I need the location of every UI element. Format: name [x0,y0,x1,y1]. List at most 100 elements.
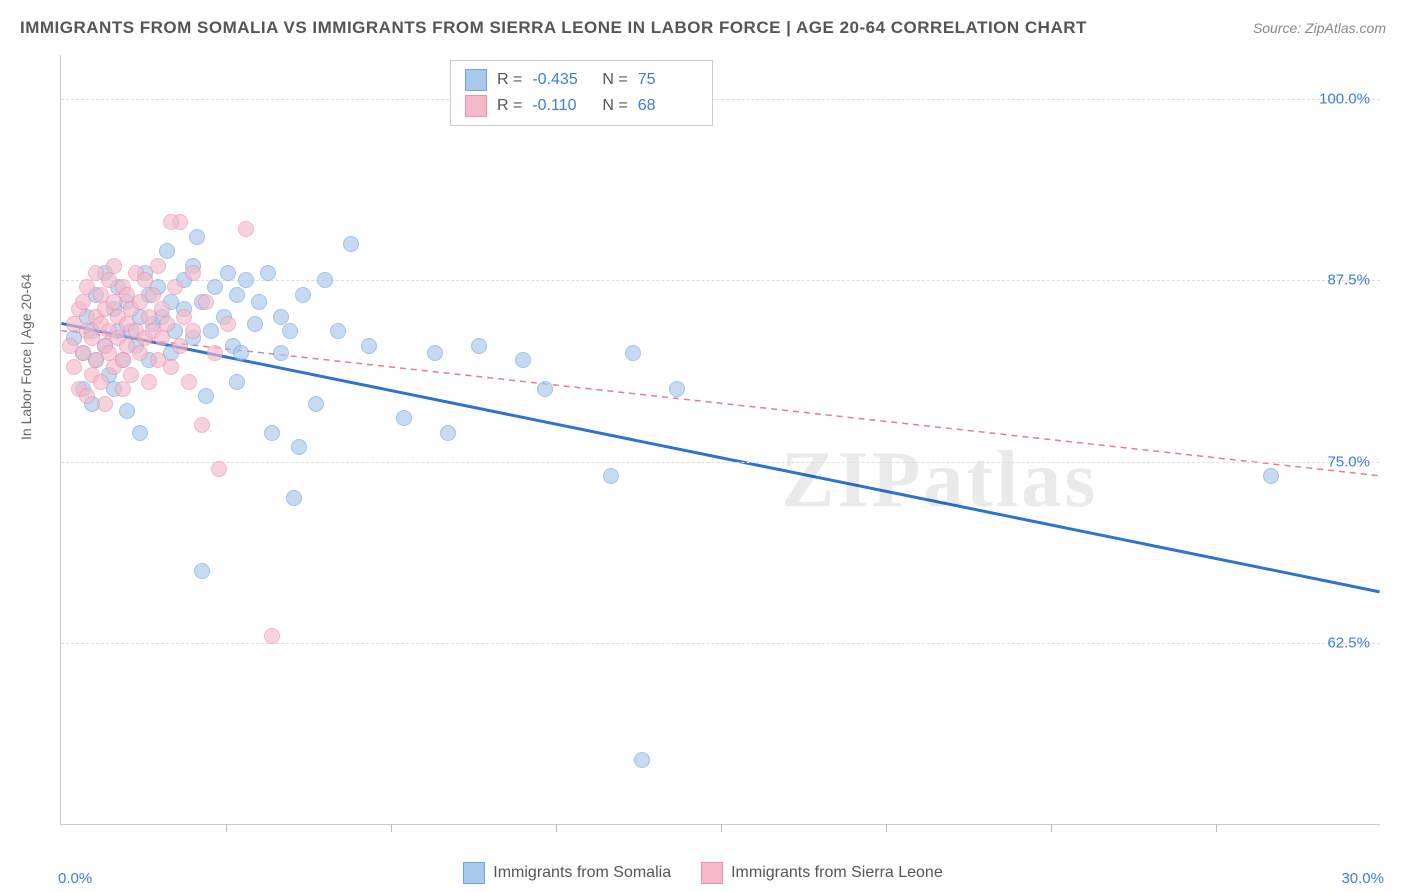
data-point-somalia [471,338,487,354]
data-point-somalia [251,294,267,310]
data-point-somalia [427,345,443,361]
data-point-sierra_leone [145,287,161,303]
x-tick [886,824,887,832]
data-point-somalia [159,243,175,259]
data-point-sierra_leone [181,374,197,390]
n-value-somalia: 75 [638,71,698,89]
data-point-somalia [220,265,236,281]
data-point-sierra_leone [132,345,148,361]
data-point-somalia [669,381,685,397]
data-point-somalia [189,229,205,245]
data-point-sierra_leone [198,294,214,310]
trend-line-somalia [61,323,1379,591]
watermark: ZIPatlas [781,435,1098,526]
data-point-somalia [194,563,210,579]
data-point-somalia [247,316,263,332]
data-point-sierra_leone [93,374,109,390]
data-point-sierra_leone [163,359,179,375]
data-point-somalia [198,388,214,404]
y-tick-label: 100.0% [1319,90,1370,107]
data-point-sierra_leone [97,396,113,412]
data-point-sierra_leone [137,272,153,288]
data-point-somalia [207,279,223,295]
data-point-sierra_leone [123,367,139,383]
stats-row-sierra_leone: R = -0.110 N = 68 [465,93,698,119]
data-point-somalia [330,323,346,339]
legend-swatch-sierra_leone [701,862,723,884]
trend-lines-layer [61,55,1380,824]
data-point-somalia [308,396,324,412]
x-tick [391,824,392,832]
y-tick-label: 87.5% [1327,272,1370,289]
data-point-somalia [282,323,298,339]
trend-line-sierra_leone [61,331,1379,476]
data-point-somalia [203,323,219,339]
data-point-sierra_leone [207,345,223,361]
data-point-sierra_leone [194,417,210,433]
data-point-somalia [361,338,377,354]
x-tick [556,824,557,832]
data-point-sierra_leone [106,258,122,274]
legend-swatch-somalia [465,69,487,91]
data-point-somalia [273,345,289,361]
data-point-sierra_leone [185,265,201,281]
data-point-somalia [233,345,249,361]
legend-swatch-sierra_leone [465,95,487,117]
x-tick [226,824,227,832]
data-point-sierra_leone [150,258,166,274]
data-point-sierra_leone [172,338,188,354]
r-label: R = [497,71,522,89]
stats-row-somalia: R = -0.435 N = 75 [465,67,698,93]
chart-title: IMMIGRANTS FROM SOMALIA VS IMMIGRANTS FR… [20,18,1087,38]
data-point-somalia [537,381,553,397]
n-label: N = [602,71,627,89]
n-label: N = [602,97,627,115]
gridline-h [61,643,1380,644]
bottom-legend-item-sierra_leone: Immigrants from Sierra Leone [701,862,943,884]
x-tick [721,824,722,832]
data-point-sierra_leone [238,221,254,237]
data-point-somalia [440,425,456,441]
data-point-somalia [343,236,359,252]
bottom-legend: Immigrants from Somalia Immigrants from S… [0,862,1406,884]
data-point-sierra_leone [185,323,201,339]
data-point-sierra_leone [154,301,170,317]
gridline-h [61,99,1380,100]
n-value-sierra_leone: 68 [638,97,698,115]
data-point-somalia [603,468,619,484]
y-tick-label: 62.5% [1327,635,1370,652]
data-point-sierra_leone [154,330,170,346]
x-tick [1051,824,1052,832]
data-point-somalia [238,272,254,288]
data-point-somalia [515,352,531,368]
r-value-somalia: -0.435 [532,71,592,89]
legend-swatch-somalia [463,862,485,884]
data-point-sierra_leone [264,628,280,644]
data-point-somalia [229,287,245,303]
legend-label-somalia: Immigrants from Somalia [493,864,671,882]
data-point-sierra_leone [141,374,157,390]
data-point-sierra_leone [79,388,95,404]
data-point-somalia [119,403,135,419]
data-point-somalia [132,425,148,441]
data-point-sierra_leone [163,214,179,230]
r-value-sierra_leone: -0.110 [532,97,592,115]
data-point-somalia [286,490,302,506]
data-point-sierra_leone [115,352,131,368]
bottom-legend-item-somalia: Immigrants from Somalia [463,862,671,884]
y-axis-title: In Labor Force | Age 20-64 [18,274,34,440]
data-point-somalia [295,287,311,303]
data-point-sierra_leone [75,294,91,310]
gridline-h [61,280,1380,281]
stats-legend: R = -0.435 N = 75 R = -0.110 N = 68 [450,60,713,126]
data-point-somalia [625,345,641,361]
data-point-sierra_leone [220,316,236,332]
data-point-somalia [273,309,289,325]
data-point-somalia [260,265,276,281]
x-tick [1216,824,1217,832]
data-point-sierra_leone [176,309,192,325]
data-point-sierra_leone [167,279,183,295]
data-point-somalia [264,425,280,441]
r-label: R = [497,97,522,115]
y-tick-label: 75.0% [1327,453,1370,470]
